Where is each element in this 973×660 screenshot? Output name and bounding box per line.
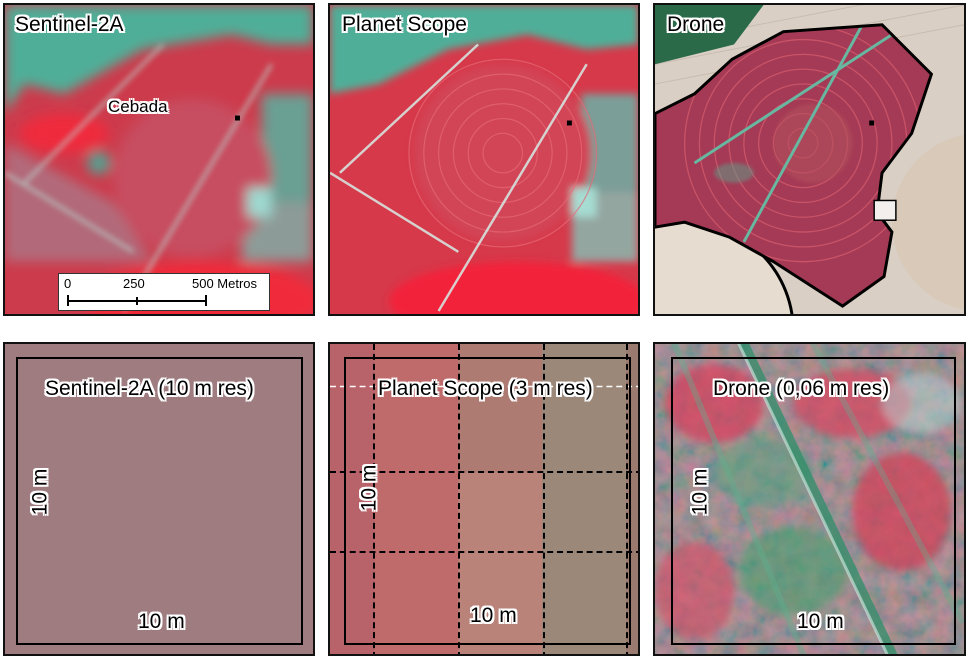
planet-pixel-title: Planet Scope (3 m res) [378,377,593,400]
planet-pixel-panel: Planet Scope (3 m res) 10 m 10 m [328,342,640,656]
sentinel-pixel-title: Sentinel-2A (10 m res) [45,377,254,400]
drone-pixel-title: Drone (0,06 m res) [713,377,890,400]
planet-false-color-image [330,5,638,314]
pixel-footprint-frame [671,357,956,645]
pixel-gridline [330,471,638,473]
sentinel-pixel-panel: Sentinel-2A (10 m res) 10 m 10 m [3,342,315,656]
field-label-cebada: Cebada [108,97,168,116]
drone-title: Drone [667,13,725,36]
planet-title: Planet Scope [342,13,467,36]
planet-bottom-label: 10 m [470,604,517,627]
sentinel-title: Sentinel-2A [15,13,124,36]
drone-side-label: 10 m [688,468,712,516]
drone-pixel-panel: Drone (0,06 m res) 10 m 10 m [653,342,966,656]
sentinel-map-panel: Sentinel-2A Cebada 0 250 500 Metros [3,3,315,316]
drone-map-panel: Drone [653,3,966,316]
pixel-footprint-frame [16,357,303,645]
drone-false-color-image [655,5,964,314]
pixel-gridline [373,344,375,654]
pixel-gridline [543,344,545,654]
sentinel-side-label: 10 m [28,468,52,516]
scale-bar: 0 250 500 Metros [58,273,270,311]
pixel-gridline [330,551,638,553]
scale-tick-mark [67,295,69,306]
planet-side-label: 10 m [357,464,381,512]
sentinel-false-color-image [5,5,313,314]
pixel-footprint-frame [344,357,631,645]
drone-high-res-image [655,344,964,654]
scale-tick-mark [205,295,207,306]
pixel-gridline [626,344,628,654]
planet-map-panel: Planet Scope [328,3,640,316]
scale-tick-500: 500 Metros [192,276,258,291]
pixel-gridline [458,344,460,654]
sentinel-bottom-label: 10 m [138,610,185,633]
scale-tick-mark [136,297,138,305]
planet-pixel-grid-image [330,344,638,654]
scale-tick-0: 0 [64,276,72,291]
drone-bottom-label: 10 m [797,610,844,633]
scale-tick-250: 250 [123,276,145,291]
